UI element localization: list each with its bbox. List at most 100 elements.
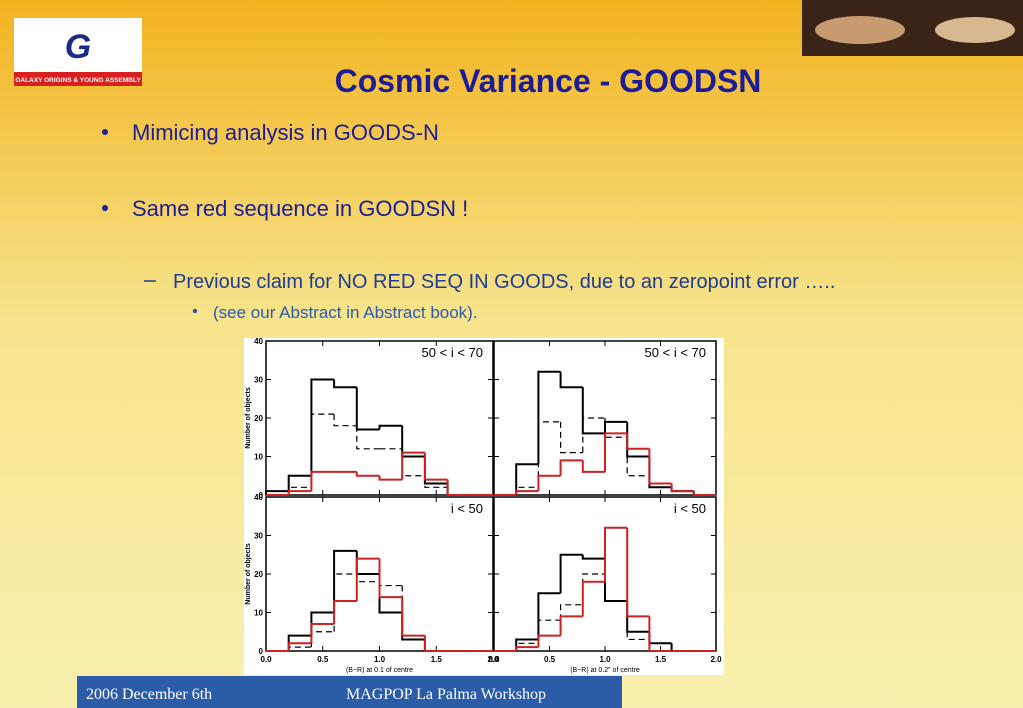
bullet: Same red sequence in GOODSN ! [132, 196, 468, 221]
histogram-step [287, 642, 312, 651]
histogram-step [537, 634, 561, 648]
logo-caption: GALAXY ORIGINS & YOUNG ASSEMBLY [15, 77, 141, 84]
histogram-step [423, 635, 448, 652]
histogram-step [378, 558, 403, 599]
x-tick-label: 0.5 [544, 655, 556, 664]
histogram-step [648, 616, 672, 652]
figure [244, 338, 724, 675]
histogram-step [537, 474, 561, 492]
x-tick-label: 0.5 [317, 655, 329, 664]
bullet-dot [192, 308, 198, 314]
histogram-step [692, 491, 716, 496]
footer-date: 2006 December 6th [86, 686, 212, 703]
sub-sub-bullet: (see our Abstract in Abstract book). [213, 303, 478, 322]
histogram-step [356, 425, 380, 450]
histogram-step [604, 574, 628, 602]
y-tick-label: 40 [254, 493, 263, 502]
histogram-step [604, 418, 628, 438]
footer-bar [77, 676, 622, 708]
histogram-step [626, 437, 650, 477]
histogram-step [378, 475, 403, 481]
histogram-step [537, 592, 561, 640]
histogram-step [515, 646, 539, 651]
x-tick-label: 0.0 [488, 655, 500, 664]
histogram-step [378, 424, 403, 430]
x-tick-label: 2.0 [710, 655, 722, 664]
y-tick-label: 0 [259, 647, 264, 656]
histogram-step [310, 413, 335, 488]
painting-figure [815, 16, 905, 44]
bullet-dot [102, 205, 108, 211]
y-axis-label: Number of objects [245, 387, 252, 449]
histogram-step [446, 479, 471, 496]
y-tick-label: 20 [254, 414, 263, 423]
histogram-step [626, 433, 650, 450]
histogram-step [604, 526, 628, 582]
histogram-step [559, 459, 583, 476]
histogram-step [581, 554, 605, 560]
slide-title: Cosmic Variance - GOODSN [335, 63, 762, 99]
histogram-step [626, 527, 650, 618]
histogram-step [401, 451, 425, 480]
y-tick-label: 10 [254, 609, 263, 618]
panel-label: 50 < i < 70 [645, 345, 706, 360]
histogram-step [333, 549, 357, 613]
x-axis-label: (B−R) at 0.1 of centre [346, 667, 413, 674]
y-tick-label: 30 [254, 376, 263, 385]
histogram-step [559, 615, 583, 636]
histogram-step [581, 460, 605, 473]
y-tick-label: 10 [254, 453, 263, 462]
histogram-step [333, 414, 357, 427]
x-tick-label: 1.0 [374, 655, 386, 664]
footer-event: MAGPOP La Palma Workshop [346, 686, 546, 703]
panel-label: i < 50 [674, 501, 706, 516]
histogram-step [355, 471, 380, 477]
histogram-step [515, 463, 539, 495]
histogram-step [287, 474, 312, 492]
histogram-step [310, 623, 335, 644]
histogram-step [537, 421, 561, 488]
y-tick-label: 20 [254, 570, 263, 579]
histogram-step [559, 553, 583, 594]
histogram-step [581, 580, 605, 617]
x-tick-label: 0.0 [260, 655, 272, 664]
histogram-step [310, 470, 335, 492]
histogram-step [333, 573, 357, 632]
histogram-step [604, 432, 628, 472]
histogram-step [423, 452, 448, 481]
panel-label: i < 50 [451, 501, 483, 516]
x-tick-label: 2.0 [487, 655, 499, 664]
bullet: Mimicing analysis in GOODS-N [132, 120, 439, 145]
histogram-step [401, 448, 425, 477]
y-axis-label: Number of objects [245, 543, 252, 605]
logo-band [14, 72, 142, 86]
logo-mark: G [65, 28, 91, 66]
histogram-step [333, 599, 357, 625]
histogram-step [537, 619, 561, 644]
painting-figure [935, 17, 1015, 43]
histogram-step [333, 379, 357, 389]
x-tick-label: 1.5 [431, 655, 443, 664]
histogram-step [515, 490, 539, 495]
histogram-step [670, 483, 694, 493]
histogram-step [401, 597, 425, 637]
histogram-step [287, 490, 312, 495]
histogram-step [560, 421, 583, 454]
histogram-step [355, 557, 380, 601]
histogram-step [582, 417, 605, 453]
histogram-step [648, 448, 672, 485]
sub-bullet: Previous claim for NO RED SEQ IN GOODS, … [173, 271, 835, 293]
x-tick-label: 1.5 [655, 655, 667, 664]
x-tick-label: 1.0 [599, 655, 611, 664]
histogram-step [265, 490, 289, 495]
panel-label: 50 < i < 70 [422, 345, 483, 360]
bullet-dot [102, 129, 108, 135]
y-tick-label: 40 [254, 337, 263, 346]
y-tick-label: 30 [254, 532, 263, 541]
histogram-step [581, 387, 605, 435]
histogram-step [560, 604, 583, 621]
x-axis-label: (B−R) at 0.2″ of centre [570, 667, 640, 674]
y-tick-label: 0 [259, 491, 264, 500]
histogram-step [559, 371, 583, 389]
